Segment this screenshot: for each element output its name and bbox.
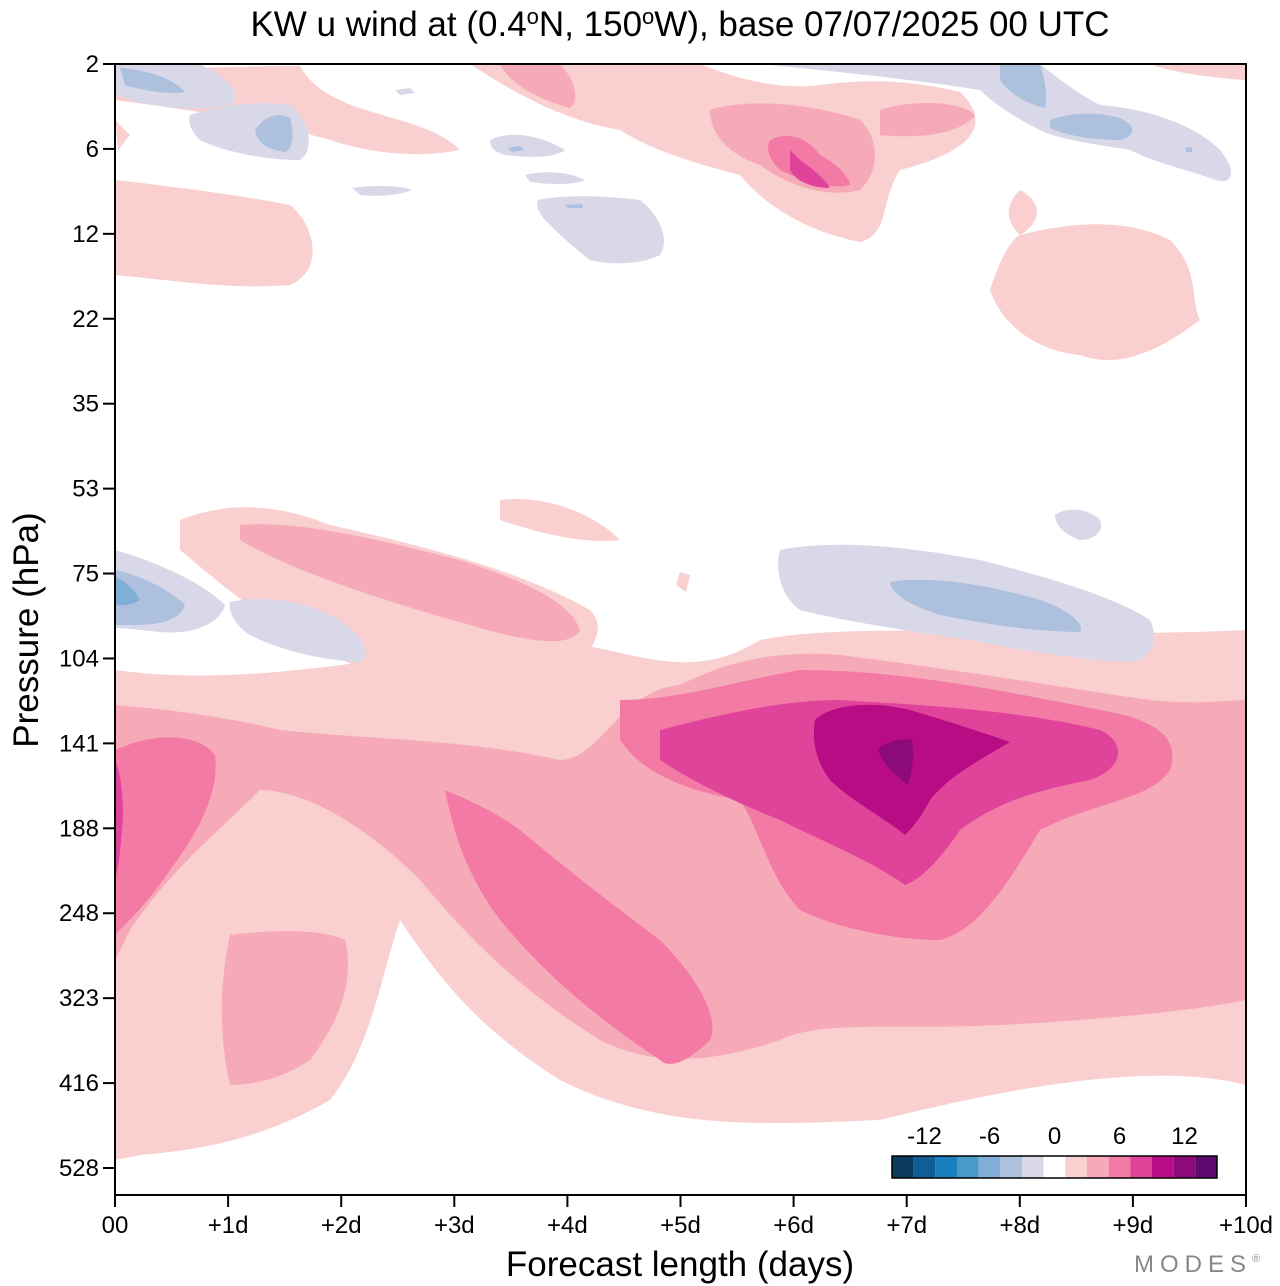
y-tick-label: 323 (59, 985, 99, 1012)
x-tick-label: +2d (321, 1212, 362, 1239)
y-tick-label: 22 (72, 306, 99, 333)
colorbar-swatch (957, 1156, 979, 1178)
contour-level-minus-3 (115, 64, 1192, 632)
y-tick-label: 141 (59, 730, 99, 757)
colorbar-swatch (913, 1156, 936, 1178)
x-tick-label: 00 (102, 1212, 129, 1239)
y-axis-label: Pressure (hPa) (7, 512, 46, 747)
colorbar-swatch (1108, 1156, 1131, 1178)
x-tick-label: +5d (660, 1212, 701, 1239)
colorbar-swatch (935, 1156, 957, 1178)
colorbar-swatch (1173, 1156, 1196, 1178)
x-tick-label: +6d (773, 1212, 814, 1239)
colorbar-label: 0 (1048, 1123, 1061, 1150)
colorbar-swatch (1000, 1156, 1022, 1178)
x-tick-label: +8d (999, 1212, 1040, 1239)
colorbar-swatch (978, 1156, 1001, 1178)
x-tick-label: +10d (1219, 1212, 1273, 1239)
colorbar-swatch (1130, 1156, 1152, 1178)
y-tick-label: 35 (72, 391, 99, 418)
colorbar-swatch (1152, 1156, 1174, 1178)
contour-level-minus-5 (115, 578, 140, 606)
contour-field (115, 64, 1246, 1160)
y-tick-label: 248 (59, 900, 99, 927)
colorbar-swatch (1065, 1156, 1087, 1178)
colorbar: -12 -6 0 6 12 (891, 1123, 1218, 1179)
x-axis-label: Forecast length (days) (506, 1245, 854, 1284)
contour-level-plus-11 (878, 739, 914, 785)
colorbar-label: 6 (1113, 1123, 1126, 1150)
colorbar-swatch (1195, 1156, 1217, 1178)
y-tick-label: 528 (59, 1155, 99, 1182)
colorbar-label: 12 (1171, 1123, 1198, 1150)
y-tick-label: 416 (59, 1070, 99, 1097)
y-tick-label: 75 (72, 561, 99, 588)
x-tick-label: +3d (434, 1212, 475, 1239)
x-axis: 00 +1d +2d +3d +4d +5d +6d +7d +8d +9d +10d (102, 1195, 1273, 1239)
y-tick-label: 2 (86, 51, 99, 78)
colorbar-swatch (1022, 1156, 1044, 1178)
y-tick-label: 104 (59, 645, 99, 672)
colorbar-label: -6 (979, 1123, 1000, 1150)
x-tick-label: +1d (208, 1212, 249, 1239)
y-tick-label: 6 (86, 136, 99, 163)
colorbar-frame (891, 1155, 1218, 1179)
colorbar-swatch (892, 1156, 914, 1178)
y-tick-label: 12 (72, 221, 99, 248)
modes-logo: MODES® (1134, 1251, 1266, 1278)
colorbar-swatch (1043, 1156, 1066, 1178)
colorbar-label: -12 (907, 1123, 942, 1150)
y-tick-label: 53 (72, 476, 99, 503)
colorbar-swatch (1087, 1156, 1109, 1178)
y-axis: 2 6 12 22 35 53 75 104 141 188 248 323 416 528 (59, 51, 115, 1182)
y-tick-label: 188 (59, 815, 99, 842)
x-tick-label: +9d (1113, 1212, 1154, 1239)
contour-level-plus-9 (813, 704, 1010, 835)
chart-title: KW u wind at (0.4oN, 150oW), base 07/07/… (250, 4, 1109, 44)
x-tick-label: +4d (547, 1212, 588, 1239)
x-tick-label: +7d (886, 1212, 927, 1239)
